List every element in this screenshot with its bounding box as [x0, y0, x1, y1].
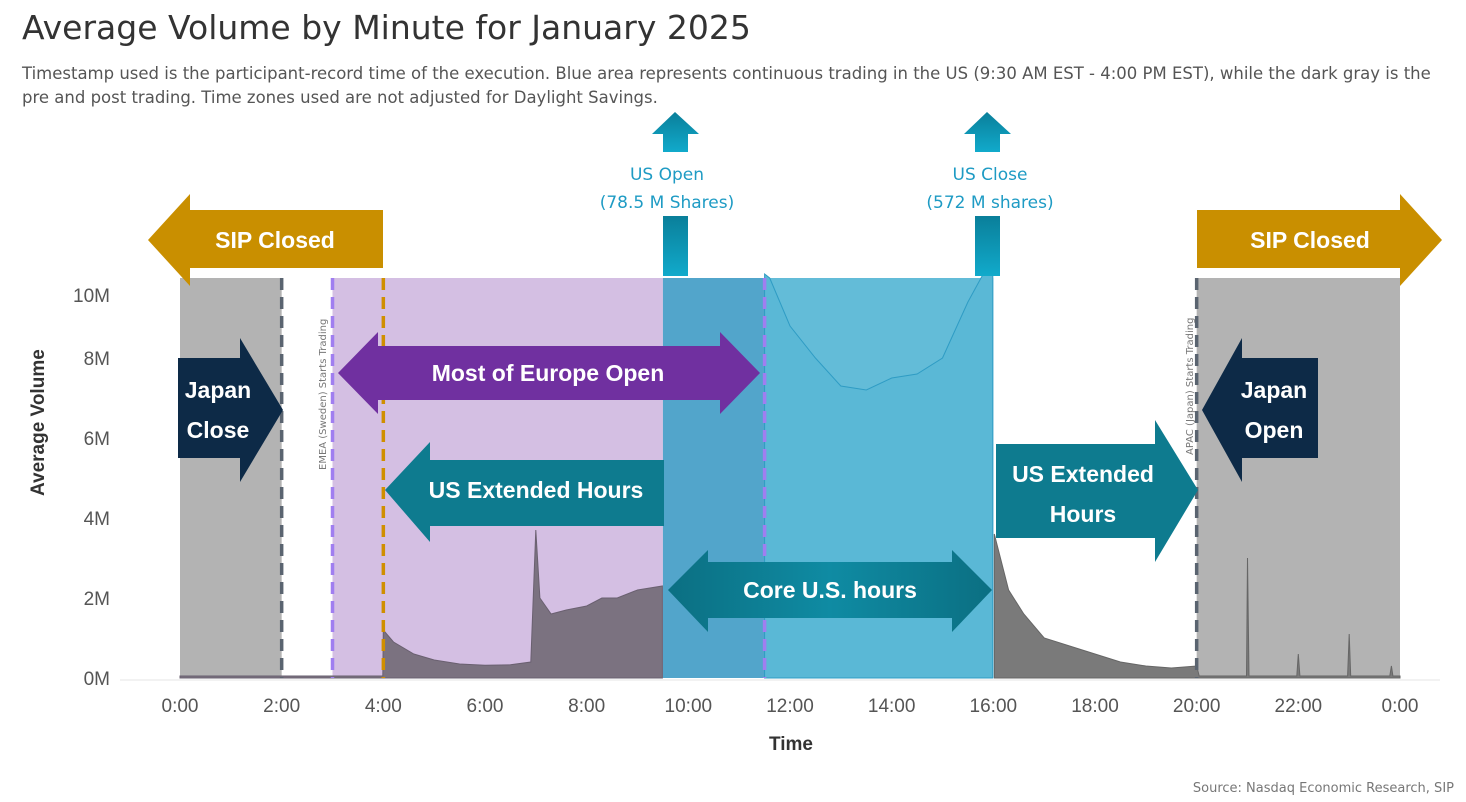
- area-postmarket: [993, 533, 1401, 679]
- sip-closed-right-arrow: [1197, 194, 1442, 286]
- y-tick-label: 4M: [84, 509, 110, 530]
- core-hours-label: Core U.S. hours: [743, 577, 917, 603]
- x-tick-label: 0:00: [162, 696, 199, 717]
- europe-open-arrow: [338, 332, 760, 414]
- us-extended-left-label: US Extended Hours: [429, 477, 644, 503]
- x-tick-label: 18:00: [1071, 696, 1119, 717]
- x-axis-label: Time: [769, 734, 813, 755]
- emea-label: EMEA (Sweden) Starts Trading: [318, 319, 329, 470]
- us-open-arrow-shaft: [663, 216, 688, 276]
- us-extended-right-label-2: Hours: [1050, 501, 1116, 527]
- us-extended-left-arrow: [385, 442, 664, 542]
- sip-closed-right-label: SIP Closed: [1250, 227, 1370, 253]
- band-sip-closed: [180, 278, 282, 678]
- europe-open-label: Most of Europe Open: [432, 360, 665, 386]
- x-tick-label: 14:00: [868, 696, 916, 717]
- sip-closed-left-label: SIP Closed: [215, 227, 335, 253]
- us-close-label: US Close: [953, 165, 1028, 185]
- band-sip-closed: [1196, 278, 1400, 678]
- x-tick-label: 22:00: [1275, 696, 1323, 717]
- x-tick-label: 6:00: [467, 696, 504, 717]
- us-extended-right-arrow: [996, 420, 1198, 562]
- x-tick-label: 20:00: [1173, 696, 1221, 717]
- x-tick-label: 16:00: [970, 696, 1018, 717]
- y-tick-label: 6M: [84, 429, 110, 450]
- japan-open-label-2: Open: [1245, 417, 1304, 443]
- sip-closed-left-arrow: [148, 194, 383, 286]
- us-close-arrow-shaft: [975, 216, 1000, 276]
- us-extended-right-label-1: US Extended: [1012, 461, 1154, 487]
- page-title: Average Volume by Minute for January 202…: [22, 8, 751, 47]
- y-tick-label: 10M: [73, 286, 110, 307]
- x-tick-label: 8:00: [568, 696, 605, 717]
- us-close-arrow-head: [964, 112, 1011, 152]
- apac-label: APAC (Japan) Starts Trading: [1185, 318, 1196, 455]
- subtitle: Timestamp used is the participant-record…: [22, 64, 1431, 107]
- core-hours-arrow: [668, 550, 992, 632]
- japan-close-label-1: Japan: [185, 377, 251, 403]
- japan-close-label-2: Close: [187, 417, 250, 443]
- japan-open-label-1: Japan: [1241, 377, 1307, 403]
- us-close-shares: (572 M shares): [926, 193, 1053, 213]
- y-tick-label: 2M: [84, 589, 110, 610]
- y-tick-label: 0M: [84, 669, 110, 690]
- us-open-label: US Open: [630, 165, 704, 185]
- us-open-arrow-head: [652, 112, 699, 152]
- x-tick-label: 4:00: [365, 696, 402, 717]
- japan-open-arrow: [1202, 338, 1318, 482]
- x-tick-label: 10:00: [665, 696, 713, 717]
- x-tick-label: 2:00: [263, 696, 300, 717]
- source-note: Source: Nasdaq Economic Research, SIP: [1192, 781, 1454, 796]
- y-axis-label: Average Volume: [28, 349, 49, 496]
- x-tick-label: 12:00: [766, 696, 814, 717]
- us-open-shares: (78.5 M Shares): [600, 193, 735, 213]
- x-tick-label: 0:00: [1382, 696, 1419, 717]
- y-tick-label: 8M: [84, 349, 110, 370]
- japan-close-arrow: [178, 338, 283, 482]
